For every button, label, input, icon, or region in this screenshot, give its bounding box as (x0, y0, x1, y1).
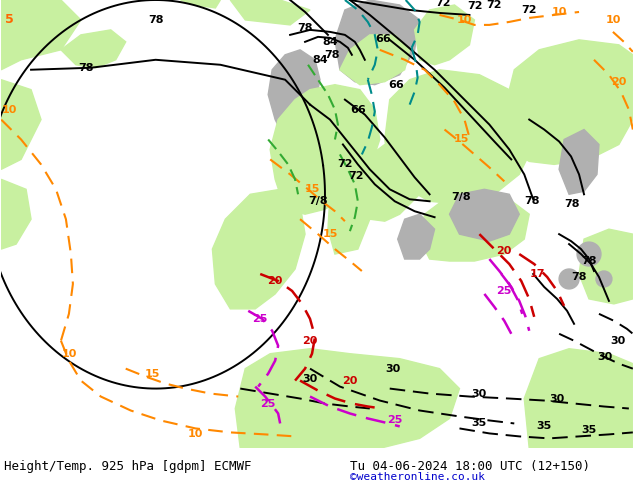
Text: 72: 72 (435, 0, 450, 8)
Circle shape (596, 271, 612, 287)
Text: Height/Temp. 925 hPa [gdpm] ECMWF: Height/Temp. 925 hPa [gdpm] ECMWF (4, 460, 252, 472)
Polygon shape (270, 85, 380, 214)
Polygon shape (415, 5, 474, 65)
Text: 35: 35 (581, 425, 597, 436)
Text: Tu 04-06-2024 18:00 UTC (12+150): Tu 04-06-2024 18:00 UTC (12+150) (350, 460, 590, 472)
Text: 7/8: 7/8 (308, 196, 328, 206)
Text: 10: 10 (188, 429, 203, 440)
Text: 30: 30 (385, 364, 400, 374)
Circle shape (559, 269, 579, 289)
Text: 25: 25 (387, 416, 403, 425)
Text: 30: 30 (302, 373, 318, 384)
Text: 84: 84 (312, 55, 328, 65)
Text: 15: 15 (145, 368, 160, 379)
Polygon shape (61, 30, 126, 68)
Polygon shape (524, 349, 633, 448)
Text: 78: 78 (324, 50, 340, 60)
Text: 20: 20 (496, 246, 512, 256)
Polygon shape (340, 35, 410, 85)
Polygon shape (1, 179, 31, 249)
Text: 10: 10 (1, 104, 17, 115)
Text: 35: 35 (472, 418, 487, 428)
Polygon shape (450, 189, 519, 241)
Text: 30: 30 (472, 389, 487, 398)
Text: 78: 78 (564, 199, 580, 209)
Text: 78: 78 (297, 23, 313, 33)
Text: 78: 78 (524, 196, 540, 206)
Circle shape (577, 242, 601, 266)
Polygon shape (268, 50, 320, 140)
Text: 20: 20 (611, 77, 626, 87)
Text: 66: 66 (375, 34, 391, 44)
Text: 10: 10 (605, 15, 621, 25)
Polygon shape (579, 229, 633, 304)
Polygon shape (1, 80, 41, 170)
Text: 72: 72 (522, 5, 537, 15)
Text: 72: 72 (348, 172, 364, 181)
Polygon shape (398, 214, 434, 259)
Text: 15: 15 (304, 184, 320, 195)
Polygon shape (230, 0, 310, 25)
Text: 5: 5 (5, 13, 13, 26)
Text: ©weatheronline.co.uk: ©weatheronline.co.uk (350, 472, 485, 482)
Text: 25: 25 (252, 314, 268, 324)
Text: 35: 35 (536, 421, 552, 431)
Text: 30: 30 (550, 393, 565, 404)
Text: 78: 78 (78, 63, 94, 73)
Polygon shape (328, 170, 375, 254)
Text: 72: 72 (337, 159, 353, 170)
Text: 72: 72 (468, 1, 483, 11)
Polygon shape (235, 349, 460, 448)
Text: 30: 30 (597, 352, 612, 362)
Text: 10: 10 (456, 15, 472, 25)
Polygon shape (335, 0, 420, 85)
Text: 10: 10 (552, 7, 567, 17)
Text: 20: 20 (342, 376, 358, 386)
Text: 20: 20 (302, 336, 318, 346)
Text: 15: 15 (322, 229, 338, 239)
Text: 72: 72 (487, 0, 502, 10)
Text: 30: 30 (611, 336, 626, 346)
Polygon shape (385, 70, 534, 204)
Text: 66: 66 (388, 80, 404, 90)
Text: 7/8: 7/8 (451, 192, 471, 202)
Text: 78: 78 (571, 272, 587, 282)
Text: 66: 66 (350, 104, 366, 115)
Text: 78: 78 (581, 256, 597, 266)
Text: 17: 17 (529, 269, 545, 279)
Polygon shape (559, 129, 599, 194)
Polygon shape (1, 0, 81, 70)
Text: 78: 78 (148, 15, 164, 25)
Text: 15: 15 (454, 134, 469, 145)
Text: 84: 84 (322, 37, 338, 47)
Polygon shape (212, 189, 305, 309)
Text: 20: 20 (268, 276, 283, 286)
Text: 10: 10 (61, 349, 77, 359)
Polygon shape (181, 0, 221, 8)
Text: 25: 25 (496, 286, 512, 296)
Polygon shape (504, 40, 633, 165)
Polygon shape (360, 145, 425, 221)
Text: 25: 25 (261, 398, 276, 409)
Polygon shape (420, 194, 529, 261)
